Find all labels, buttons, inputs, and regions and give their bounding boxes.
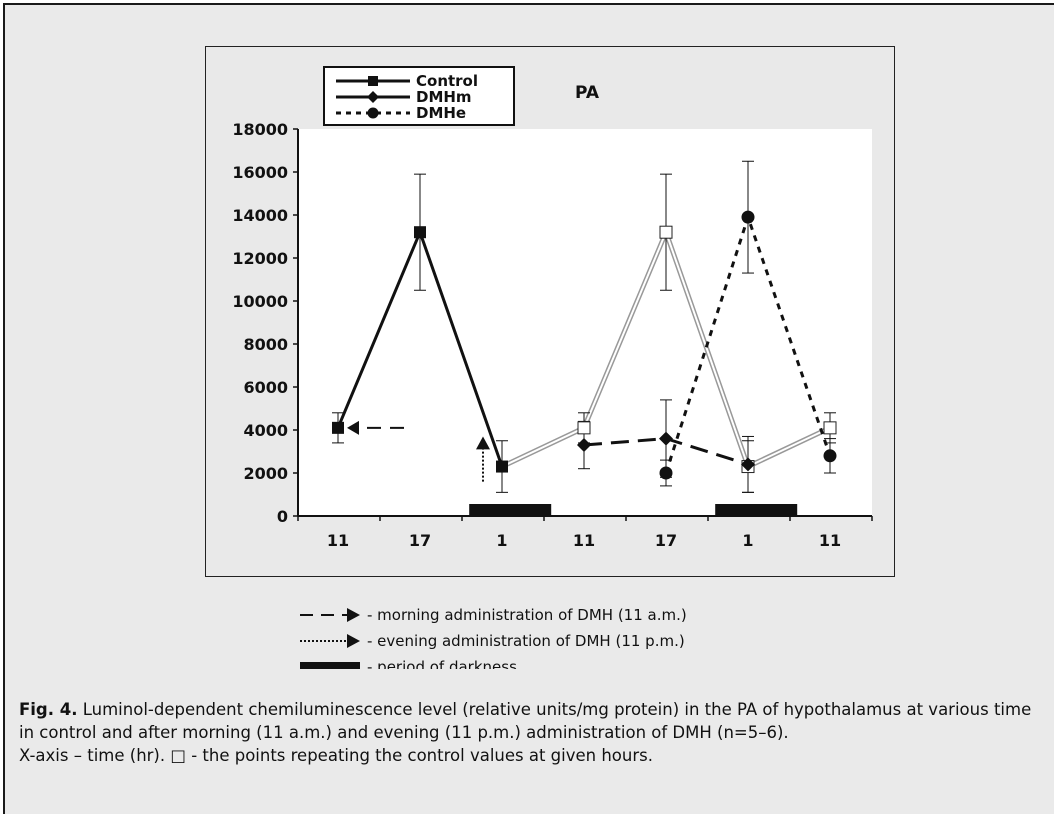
point-control xyxy=(332,421,344,434)
point-control-repeat xyxy=(823,421,837,435)
note-clip-mask xyxy=(205,669,1005,689)
x-tick-label: 1 xyxy=(496,531,507,550)
point-dmhm xyxy=(577,438,591,453)
y-tick-label: 18000 xyxy=(232,120,288,139)
caption-line2: X-axis – time (hr). □ - the points repea… xyxy=(19,746,653,765)
note-morning: - morning administration of DMH (11 a.m.… xyxy=(300,606,687,624)
caption-text: Luminol-dependent chemiluminescence leve… xyxy=(19,700,1032,742)
x-tick-label: 11 xyxy=(573,531,595,550)
y-tick-label: 0 xyxy=(277,507,288,526)
x-tick-label: 17 xyxy=(409,531,431,550)
point-control xyxy=(414,226,426,239)
x-tick-label: 11 xyxy=(819,531,841,550)
point-control-repeat xyxy=(577,421,591,435)
plot-area xyxy=(298,129,872,516)
point-dmhm xyxy=(741,457,755,472)
note-evening: - evening administration of DMH (11 p.m.… xyxy=(300,632,685,650)
point-control xyxy=(496,460,508,473)
dark-period-bar xyxy=(469,504,552,516)
y-tick-label: 12000 xyxy=(232,249,288,268)
point-dmhm xyxy=(659,431,673,446)
evening-admin-arrow-head xyxy=(476,436,490,450)
dark-period-bar xyxy=(715,504,798,516)
point-control-repeat xyxy=(659,225,673,239)
caption-label: Fig. 4. xyxy=(19,700,78,719)
note-evening-text: - evening administration of DMH (11 p.m.… xyxy=(367,632,685,650)
morning-admin-arrow-head xyxy=(347,420,359,435)
legend-label: DMHe xyxy=(416,104,466,122)
x-tick-label: 11 xyxy=(327,531,349,550)
legend-label: DMHm xyxy=(416,88,472,106)
chart: 0 2000 4000 6000 8000 10000 12000 14000 16000 180… xyxy=(232,66,873,550)
y-tick-label: 8000 xyxy=(243,335,288,354)
point-dmhe xyxy=(823,449,837,463)
note-morning-text: - morning administration of DMH (11 a.m.… xyxy=(367,606,687,624)
figure-panel: 0 2000 4000 6000 8000 10000 12000 14000 16000 180… xyxy=(3,3,1054,814)
y-tick-label: 2000 xyxy=(243,464,288,483)
y-tick-label: 14000 xyxy=(232,206,288,225)
legend-marker-control xyxy=(368,76,378,86)
x-tick-label: 17 xyxy=(655,531,677,550)
y-tick-label: 4000 xyxy=(243,421,288,440)
y-tick-label: 10000 xyxy=(232,292,288,311)
legend-marker-dmhm xyxy=(367,91,379,103)
chart-title: PA xyxy=(575,83,600,103)
legend-label: Control xyxy=(416,72,478,90)
figure-caption: Fig. 4. Luminol-dependent chemiluminesce… xyxy=(19,698,1039,767)
point-dmhe xyxy=(741,210,755,224)
y-tick-label: 16000 xyxy=(232,163,288,182)
point-dmhe xyxy=(659,466,673,480)
y-tick-label: 6000 xyxy=(243,378,288,397)
legend-marker-dmhe xyxy=(367,107,379,119)
chart-frame: 0 2000 4000 6000 8000 10000 12000 14000 16000 180… xyxy=(205,46,895,577)
x-tick-label: 1 xyxy=(742,531,753,550)
